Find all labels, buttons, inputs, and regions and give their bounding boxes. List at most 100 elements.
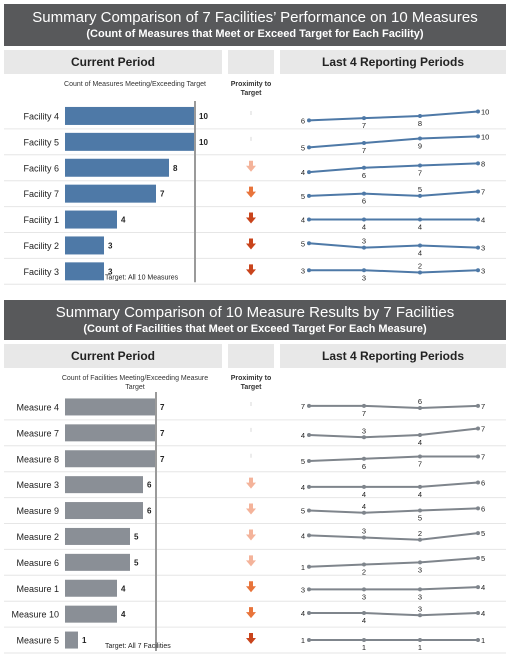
section2-banner: Summary Comparison of 10 Measure Results… bbox=[4, 300, 506, 340]
trend-point-label: 4 bbox=[301, 609, 305, 618]
section2-last4-header: Last 4 Reporting Periods bbox=[280, 344, 506, 368]
bar-value-label: 4 bbox=[121, 216, 126, 225]
bar bbox=[65, 502, 143, 520]
trend-point bbox=[418, 217, 422, 222]
bar-value-label: 7 bbox=[160, 429, 165, 438]
bar bbox=[65, 210, 117, 229]
trend-point bbox=[476, 268, 480, 273]
trend-point-label: 1 bbox=[362, 643, 366, 652]
trend-point bbox=[307, 170, 311, 175]
down-arrow-icon bbox=[246, 503, 256, 515]
trend-point bbox=[418, 193, 422, 198]
row-label: Facility 3 bbox=[23, 267, 59, 277]
bar bbox=[65, 424, 156, 442]
trend-point bbox=[476, 555, 480, 560]
trend-point-label: 3 bbox=[301, 585, 305, 594]
bar-value-label: 10 bbox=[199, 138, 208, 147]
bar-value-label: 8 bbox=[173, 164, 178, 173]
target-label: Target: All 10 Measures bbox=[105, 274, 179, 281]
trend-point bbox=[307, 268, 311, 273]
section1-count-label: Count of Measures Meeting/Exceeding Targ… bbox=[64, 81, 206, 88]
trend-point bbox=[307, 564, 311, 569]
row-label: Facility 6 bbox=[23, 163, 59, 173]
trend-point-label: 3 bbox=[362, 273, 366, 282]
trend-point-label: 5 bbox=[418, 185, 422, 194]
down-arrow-icon bbox=[246, 160, 256, 172]
bar-value-label: 4 bbox=[121, 610, 126, 619]
trend-line bbox=[308, 455, 478, 462]
trend-point bbox=[362, 268, 366, 273]
trend-point-label: 7 bbox=[481, 402, 485, 411]
row-label: Measure 8 bbox=[16, 454, 59, 464]
trend-point bbox=[307, 611, 311, 616]
trend-point bbox=[476, 109, 480, 114]
trend-point-label: 7 bbox=[481, 453, 485, 462]
trend-line bbox=[308, 507, 479, 514]
down-arrow-icon bbox=[246, 264, 256, 276]
trend-point-label: 3 bbox=[362, 237, 366, 246]
section1-chart: Facility 4 10 6 7 8 10 Facility 5 10 5 7 9 10 Facili… bbox=[4, 101, 506, 285]
section1-subtitle: (Count of Measures that Meet or Exceed T… bbox=[86, 28, 424, 40]
trend-point bbox=[476, 245, 480, 250]
row-label: Measure 7 bbox=[16, 428, 59, 438]
section2-chart: Measure 4 7 7 7 6 7 Measure 7 7 4 3 4 7 Measure 8 7 5 6… bbox=[4, 392, 506, 654]
bar-value-label: 1 bbox=[82, 636, 87, 645]
trend-point bbox=[362, 611, 366, 616]
bar bbox=[65, 476, 143, 494]
trend-point bbox=[307, 145, 311, 150]
row-label: Measure 2 bbox=[16, 532, 59, 542]
row-label: Measure 4 bbox=[16, 402, 59, 412]
trend-line bbox=[308, 162, 479, 174]
trend-point bbox=[307, 193, 311, 198]
trend-point-label: 7 bbox=[362, 146, 366, 155]
trend-point-label: 7 bbox=[418, 169, 422, 178]
trend-point bbox=[476, 454, 480, 459]
trend-point-label: 3 bbox=[362, 527, 366, 536]
trend-point bbox=[476, 506, 480, 511]
trend-point bbox=[362, 587, 366, 592]
trend-point-label: 6 bbox=[481, 478, 485, 487]
trend-point-label: 4 bbox=[418, 490, 422, 499]
trend-point-label: 7 bbox=[301, 402, 305, 411]
trend-point bbox=[418, 508, 422, 513]
trend-point-label: 4 bbox=[362, 502, 366, 511]
trend-point bbox=[418, 113, 422, 118]
trend-point bbox=[307, 533, 311, 538]
trend-point-label: 3 bbox=[481, 266, 485, 275]
trend-line bbox=[309, 586, 479, 591]
trend-line bbox=[309, 404, 479, 410]
trend-point bbox=[362, 165, 366, 170]
bar-value-label: 4 bbox=[121, 584, 126, 593]
trend-point bbox=[362, 510, 366, 515]
bar bbox=[65, 262, 104, 281]
trend-point-label: 4 bbox=[481, 609, 485, 618]
trend-point bbox=[362, 140, 366, 145]
trend-point-label: 1 bbox=[301, 636, 305, 645]
trend-point-label: 6 bbox=[481, 504, 485, 513]
down-arrow-icon bbox=[246, 633, 256, 645]
trend-point-label: 6 bbox=[418, 397, 422, 406]
row-label: Facility 2 bbox=[23, 241, 59, 251]
trend-point bbox=[476, 426, 480, 431]
bar bbox=[65, 605, 117, 623]
bar-value-label: 6 bbox=[147, 507, 152, 516]
section1-title: Summary Comparison of 7 Facilities’ Perf… bbox=[32, 9, 478, 26]
trend-point-label: 2 bbox=[362, 568, 366, 577]
bar bbox=[65, 106, 195, 125]
row-label: Measure 5 bbox=[16, 636, 59, 646]
trend-point-label: 4 bbox=[362, 490, 366, 499]
trend-point-label: 5 bbox=[418, 514, 422, 523]
trend-point bbox=[476, 217, 480, 222]
trend-point bbox=[307, 118, 311, 123]
bar-value-label: 3 bbox=[108, 241, 113, 250]
section1-current-header: Current Period bbox=[4, 50, 222, 74]
trend-point-label: 4 bbox=[301, 431, 305, 440]
trend-point bbox=[476, 134, 480, 139]
trend-point bbox=[362, 116, 366, 121]
trend-point bbox=[476, 638, 480, 643]
down-arrow-icon bbox=[246, 238, 256, 250]
bar bbox=[65, 553, 130, 571]
trend-point-label: 4 bbox=[301, 216, 305, 225]
trend-point-label: 9 bbox=[418, 142, 422, 151]
down-arrow-icon bbox=[246, 529, 256, 541]
